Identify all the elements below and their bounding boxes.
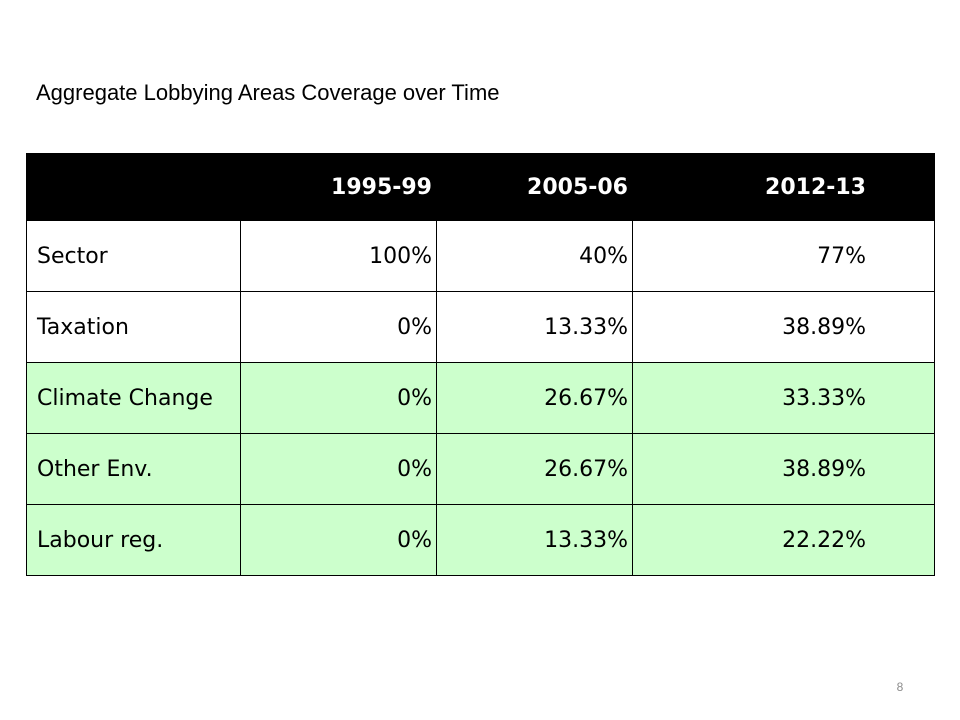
row-label: Other Env. — [26, 433, 241, 505]
row-label: Climate Change — [26, 362, 241, 434]
cell-value: 13.33% — [544, 527, 628, 553]
table-row-other-env: Other Env. 0% 26.67% 38.89% — [26, 433, 935, 505]
table-cell: 33.33% — [632, 362, 935, 434]
table-cell: 0% — [240, 504, 437, 576]
cell-value: 0% — [397, 527, 432, 553]
cell-value: 26.67% — [544, 456, 628, 482]
table-row-climate-change: Climate Change 0% 26.67% 33.33% — [26, 362, 935, 434]
table-row-labour-reg: Labour reg. 0% 13.33% 22.22% — [26, 504, 935, 576]
header-cell-2012-13: 2012-13 — [632, 153, 935, 221]
table-row-taxation: Taxation 0% 13.33% 38.89% — [26, 291, 935, 363]
header-cell-2005-06: 2005-06 — [436, 153, 633, 221]
header-label: 1995-99 — [331, 174, 432, 200]
table-cell: 0% — [240, 362, 437, 434]
cell-value: 77% — [817, 243, 866, 269]
table-cell: 40% — [436, 220, 633, 292]
cell-value: 0% — [397, 385, 432, 411]
cell-value: 38.89% — [782, 456, 866, 482]
table-cell: 13.33% — [436, 504, 633, 576]
cell-value: 40% — [579, 243, 628, 269]
table-cell: 0% — [240, 433, 437, 505]
table-cell: 38.89% — [632, 433, 935, 505]
header-label: 2005-06 — [527, 174, 628, 200]
table-cell: 26.67% — [436, 362, 633, 434]
cell-value: 0% — [397, 456, 432, 482]
cell-value: 0% — [397, 314, 432, 340]
page-number: 8 — [896, 680, 904, 694]
table-cell: 13.33% — [436, 291, 633, 363]
table-cell: 77% — [632, 220, 935, 292]
table-cell: 38.89% — [632, 291, 935, 363]
table-cell: 22.22% — [632, 504, 935, 576]
table-row-sector: Sector 100% 40% 77% — [26, 220, 935, 292]
row-label: Labour reg. — [26, 504, 241, 576]
slide-title: Aggregate Lobbying Areas Coverage over T… — [36, 80, 500, 105]
header-cell-empty — [26, 153, 241, 221]
cell-value: 100% — [369, 243, 432, 269]
table-cell: 0% — [240, 291, 437, 363]
table-cell: 100% — [240, 220, 437, 292]
cell-value: 26.67% — [544, 385, 628, 411]
row-label: Taxation — [26, 291, 241, 363]
table-cell: 26.67% — [436, 433, 633, 505]
cell-value: 13.33% — [544, 314, 628, 340]
cell-value: 38.89% — [782, 314, 866, 340]
cell-value: 22.22% — [782, 527, 866, 553]
header-cell-1995-99: 1995-99 — [240, 153, 437, 221]
row-label: Sector — [26, 220, 241, 292]
table-header-row: 1995-99 2005-06 2012-13 — [26, 153, 935, 221]
header-label: 2012-13 — [765, 174, 866, 200]
cell-value: 33.33% — [782, 385, 866, 411]
lobbying-coverage-table: 1995-99 2005-06 2012-13 Sector 100% 40% … — [26, 153, 935, 576]
